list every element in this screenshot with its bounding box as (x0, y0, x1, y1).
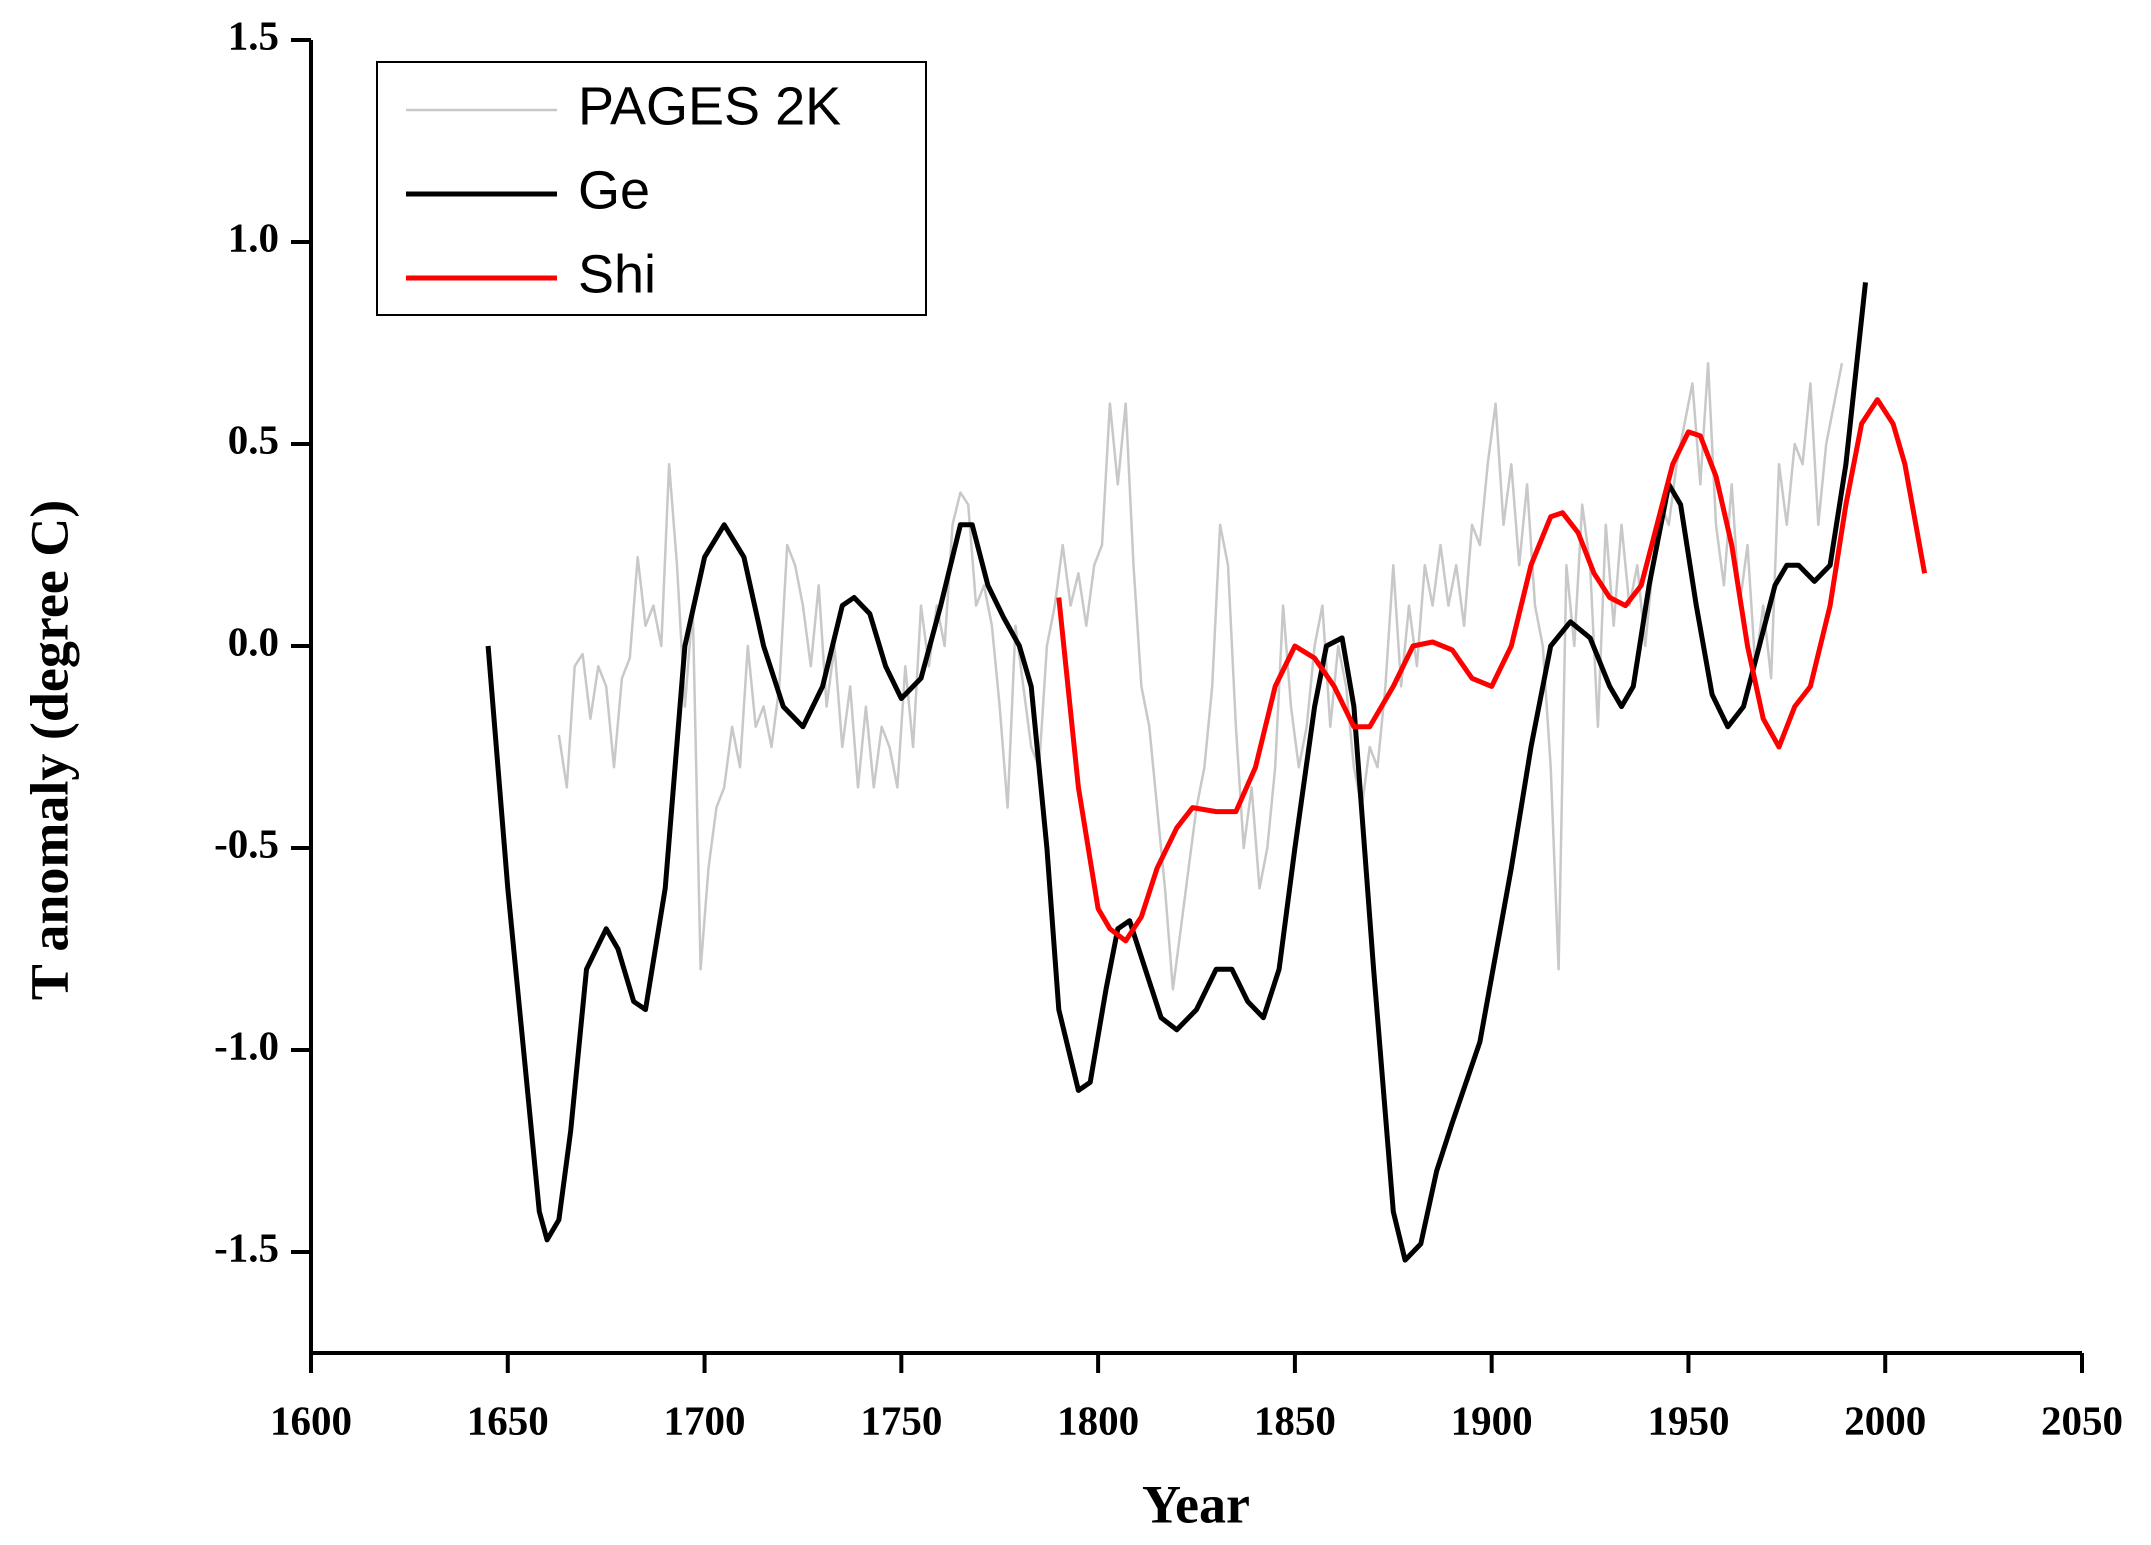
data-line (485, 282, 1868, 1263)
legend-label: Shi (578, 244, 656, 304)
x-tick-label: 1750 (860, 1397, 942, 1443)
x-tick-label: 1900 (1451, 1397, 1533, 1443)
x-axis-title: Year (1142, 1474, 1250, 1534)
y-axis-title: T anomaly (degree C) (19, 500, 79, 1000)
legend-label: Ge (578, 160, 650, 220)
x-tick-label: 1700 (664, 1397, 746, 1443)
x-tick-label: 1650 (467, 1397, 549, 1443)
y-tick-label: 0.0 (228, 618, 279, 664)
x-tick-label: 1950 (1647, 1397, 1729, 1443)
y-tick-label: -0.5 (214, 820, 279, 866)
y-tick-label: 0.5 (228, 416, 279, 462)
y-tick-label: -1.0 (214, 1022, 279, 1068)
x-tick-label: 1850 (1254, 1397, 1336, 1443)
data-line (1056, 397, 1928, 944)
y-tick-label: 1.0 (228, 214, 279, 260)
y-tick-label: -1.5 (214, 1224, 279, 1270)
y-tick-label: 1.5 (228, 12, 279, 58)
legend-box (376, 61, 927, 316)
x-tick-label: 2050 (2041, 1397, 2123, 1443)
x-tick-label: 2000 (1844, 1397, 1926, 1443)
x-tick-label: 1600 (270, 1397, 352, 1443)
data-line (557, 361, 1844, 991)
legend-label: PAGES 2K (578, 76, 841, 136)
x-tick-label: 1800 (1057, 1397, 1139, 1443)
